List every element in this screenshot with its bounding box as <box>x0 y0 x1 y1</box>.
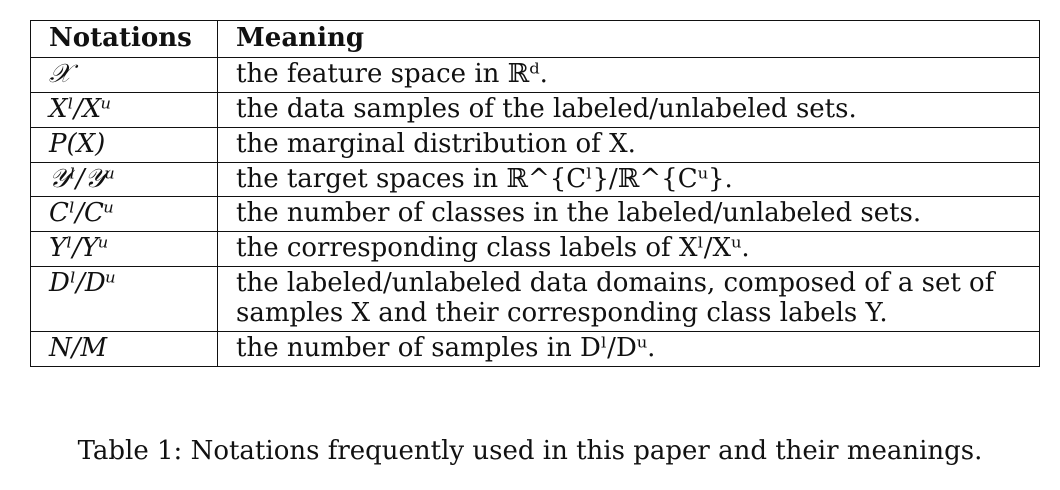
table-header-row: Notations Meaning <box>30 20 1040 58</box>
table-row: P(X) the marginal distribution of X. <box>30 126 1040 163</box>
table-row: 𝒳 the feature space in ℝᵈ. <box>30 56 1040 93</box>
meaning-cell: the data samples of the labeled/unlabele… <box>217 91 1040 128</box>
notation-cell: Dˡ/Dᵘ <box>30 266 218 333</box>
meaning-cell: the marginal distribution of X. <box>217 126 1040 163</box>
meaning-cell: the number of classes in the labeled/unl… <box>217 196 1040 233</box>
header-meaning: Meaning <box>217 20 1040 58</box>
meaning-cell: the number of samples in Dˡ/Dᵘ. <box>217 331 1040 367</box>
table-row: Dˡ/Dᵘ the labeled/unlabeled data domains… <box>30 266 1040 333</box>
meaning-cell: the labeled/unlabeled data domains, comp… <box>217 266 1040 333</box>
notation-cell: P(X) <box>30 126 218 163</box>
meaning-cell: the feature space in ℝᵈ. <box>217 56 1040 93</box>
notation-cell: 𝒴ˡ/𝒴ᵘ <box>30 161 218 198</box>
notation-cell: Cˡ/Cᵘ <box>30 196 218 233</box>
meaning-cell: the target spaces in ℝ^{Cˡ}/ℝ^{Cᵘ}. <box>217 161 1040 198</box>
table-row: Xˡ/Xᵘ the data samples of the labeled/un… <box>30 91 1040 128</box>
table-row: 𝒴ˡ/𝒴ᵘ the target spaces in ℝ^{Cˡ}/ℝ^{Cᵘ}… <box>30 161 1040 198</box>
table-caption: Table 1: Notations frequently used in th… <box>77 436 983 466</box>
notation-cell: Yˡ/Yᵘ <box>30 231 218 268</box>
notation-cell: N/M <box>30 331 218 367</box>
notation-cell: 𝒳 <box>30 56 218 93</box>
notation-table-container: Notations Meaning 𝒳 the feature space in… <box>30 20 1040 367</box>
header-notations: Notations <box>30 20 218 58</box>
table-row: Cˡ/Cᵘ the number of classes in the label… <box>30 196 1040 233</box>
notation-cell: Xˡ/Xᵘ <box>30 91 218 128</box>
table-row: Yˡ/Yᵘ the corresponding class labels of … <box>30 231 1040 268</box>
meaning-cell: the corresponding class labels of Xˡ/Xᵘ. <box>217 231 1040 268</box>
notation-table: Notations Meaning 𝒳 the feature space in… <box>30 20 1040 367</box>
table-row: N/M the number of samples in Dˡ/Dᵘ. <box>30 331 1040 367</box>
